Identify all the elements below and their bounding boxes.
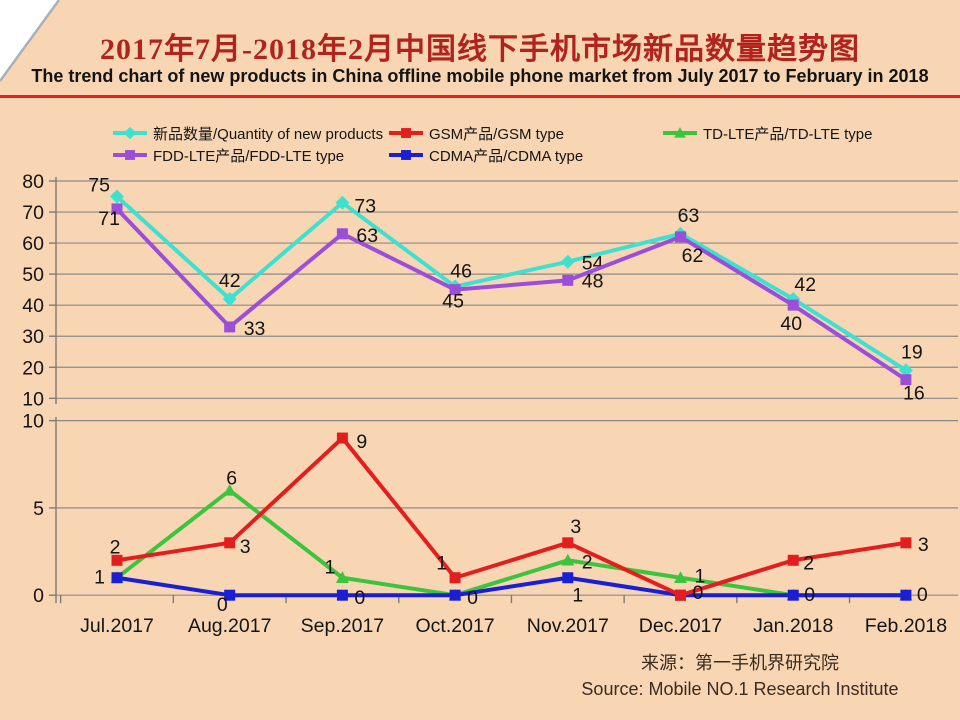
legend-label: FDD-LTE产品/FDD-LTE type [153, 147, 345, 165]
data-label-gsm: 3 [918, 534, 929, 556]
svg-text:40: 40 [22, 295, 44, 317]
source-en: Source: Mobile NO.1 Research Institute [581, 679, 899, 699]
svg-text:Dec.2017: Dec.2017 [639, 615, 722, 637]
data-label-fddlte: 71 [98, 208, 120, 230]
legend-label: TD-LTE产品/TD-LTE type [703, 125, 873, 143]
svg-text:50: 50 [22, 264, 44, 286]
legend-item-gsm: GSM产品/GSM type [388, 124, 565, 143]
x-axis-labels: Jul.2017 Aug.2017 Sep.2017 Oct.2017 Nov.2017… [80, 615, 947, 637]
series-tdlte: 6 1 2 1 [110, 467, 913, 601]
svg-text:Oct.2017: Oct.2017 [416, 615, 495, 637]
gsm-square-marker-icon [389, 128, 423, 138]
data-label-fddlte: 45 [442, 291, 464, 313]
data-label-fddlte: 33 [244, 318, 266, 340]
legend-label: 新品数量/Quantity of new products [153, 125, 384, 143]
svg-text:60: 60 [22, 233, 44, 255]
data-label-cdma: 1 [572, 585, 583, 607]
data-label-gsm: 1 [436, 553, 447, 575]
data-label-fddlte: 40 [780, 313, 802, 335]
data-label-cdma: 0 [217, 594, 228, 616]
data-label-cdma: 0 [917, 584, 928, 606]
svg-text:5: 5 [33, 498, 44, 520]
page-subtitle: The trend chart of new products in China… [31, 66, 929, 86]
data-label-quantity: 19 [901, 341, 923, 363]
legend-item-cdma: CDMA产品/CDMA type [388, 146, 584, 165]
data-label-gsm: 2 [110, 536, 121, 558]
svg-text:Aug.2017: Aug.2017 [188, 615, 272, 637]
svg-text:10: 10 [22, 411, 44, 433]
svg-text:70: 70 [22, 202, 44, 224]
svg-text:Jan.2018: Jan.2018 [753, 615, 833, 637]
legend-label: CDMA产品/CDMA type [429, 147, 584, 165]
data-label-fddlte: 16 [903, 383, 925, 405]
data-label-fddlte: 62 [682, 245, 704, 267]
cdma-square-marker-icon [389, 150, 423, 160]
svg-text:20: 20 [22, 357, 44, 379]
legend-item-fddlte: FDD-LTE产品/FDD-LTE type [112, 146, 345, 165]
page-corner-fold [0, 0, 61, 82]
data-label-fddlte: 63 [356, 225, 378, 247]
svg-text:10: 10 [22, 388, 44, 410]
data-label-quantity: 46 [450, 261, 472, 283]
data-label-quantity: 42 [219, 270, 241, 292]
quantity-diamond-marker-icon [113, 126, 147, 140]
data-label-cdma: 0 [354, 587, 365, 609]
chart-legend: 新品数量/Quantity of new products GSM产品/GSM t… [0, 124, 960, 170]
svg-text:80: 80 [22, 171, 44, 193]
series-fddlte: 71 33 63 45 48 62 40 16 [98, 203, 925, 405]
data-label-gsm: 9 [356, 431, 367, 453]
data-label-quantity: 75 [88, 175, 110, 197]
data-label-tdlte: 1 [695, 566, 706, 588]
source-note: 来源：第一手机界研究院 Source: Mobile NO.1 Research… [530, 650, 950, 702]
data-label-gsm: 3 [240, 536, 251, 558]
page-title: 2017年7月-2018年2月中国线下手机市场新品数量趋势图 [100, 33, 860, 66]
data-label-quantity: 73 [354, 196, 376, 218]
data-label-gsm: 3 [570, 516, 581, 538]
data-label-quantity: 63 [678, 205, 700, 227]
data-label-tdlte: 2 [582, 551, 593, 573]
high-volume-panel-axes: 10 20 30 40 50 60 70 80 [22, 171, 958, 410]
data-label-tdlte: 1 [325, 557, 336, 579]
legend-label: GSM产品/GSM type [429, 125, 565, 143]
data-label-cdma: 1 [94, 567, 105, 589]
data-label-tdlte: 6 [226, 467, 237, 489]
legend-item-quantity: 新品数量/Quantity of new products [112, 124, 384, 143]
svg-text:Sep.2017: Sep.2017 [301, 615, 385, 637]
svg-text:Nov.2017: Nov.2017 [527, 615, 609, 637]
legend-item-tdlte: TD-LTE产品/TD-LTE type [662, 124, 873, 143]
title-divider [0, 95, 960, 98]
data-label-gsm: 0 [693, 582, 704, 604]
source-cn: 来源：第一手机界研究院 [641, 653, 839, 673]
data-label-cdma: 0 [804, 584, 815, 606]
fddlte-square-marker-icon [113, 150, 147, 160]
svg-text:Feb.2018: Feb.2018 [865, 615, 947, 637]
data-label-fddlte: 48 [582, 270, 604, 292]
tdlte-triangle-marker-icon [663, 127, 697, 138]
svg-text:0: 0 [33, 585, 44, 607]
svg-text:30: 30 [22, 326, 44, 348]
data-label-gsm: 2 [803, 552, 814, 574]
svg-text:Jul.2017: Jul.2017 [80, 615, 154, 637]
data-label-cdma: 0 [467, 587, 478, 609]
data-label-quantity: 42 [794, 274, 816, 296]
